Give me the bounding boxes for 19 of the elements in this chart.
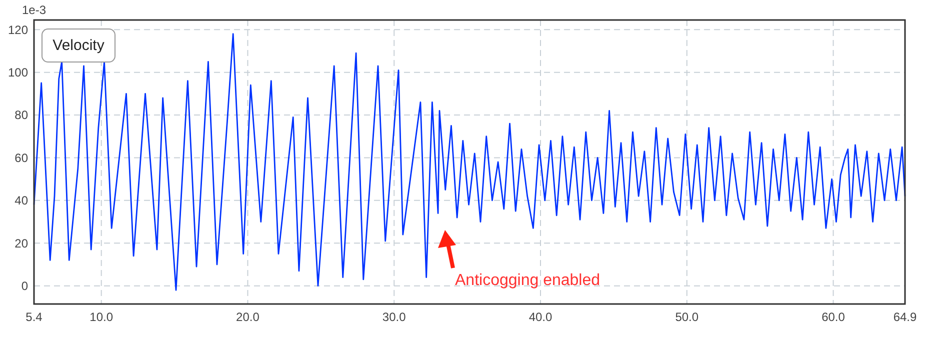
y-tick-label: 20 <box>14 236 28 250</box>
x-tick-label: 40.0 <box>528 310 552 324</box>
line-series <box>33 33 906 291</box>
x-tick-label: 30.0 <box>382 310 406 324</box>
annotation: Anticogging enabled <box>455 272 600 289</box>
x-tick-label: 60.0 <box>822 310 846 324</box>
y-tick-label: 0 <box>21 279 28 294</box>
x-tick-label: 50.0 <box>675 310 699 324</box>
text: Velocity <box>52 37 105 54</box>
y-axis-title: 1e-3 <box>22 3 46 17</box>
x-tick-label: 64.9 <box>893 310 917 324</box>
x-tick-label: 20.0 <box>236 310 260 324</box>
y-tick-label: 80 <box>14 108 28 122</box>
y-tick-label: 40 <box>14 194 28 208</box>
y-tick-label: 120 <box>8 22 28 37</box>
y-tick-label: 60 <box>14 150 28 165</box>
y-tick-label: 100 <box>8 66 28 80</box>
x-tick-label: 10.0 <box>90 310 114 324</box>
x-tick-label: 5.4 <box>26 310 43 324</box>
